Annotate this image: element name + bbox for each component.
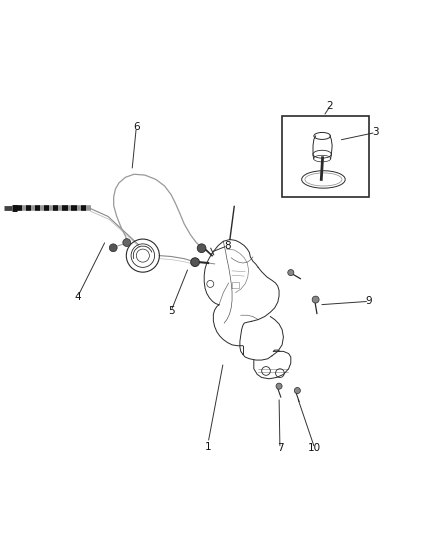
Text: 10: 10 — [308, 443, 321, 454]
Circle shape — [123, 239, 131, 246]
Circle shape — [110, 244, 117, 252]
Text: 3: 3 — [372, 127, 379, 138]
Circle shape — [276, 383, 282, 389]
Text: 8: 8 — [224, 240, 231, 251]
Text: 1: 1 — [205, 442, 212, 452]
Circle shape — [288, 270, 294, 276]
Text: 4: 4 — [74, 292, 81, 302]
Text: 6: 6 — [133, 122, 140, 132]
Text: 5: 5 — [168, 306, 174, 316]
Circle shape — [191, 258, 199, 266]
Text: 7: 7 — [277, 443, 283, 454]
Circle shape — [197, 244, 206, 253]
Text: 2: 2 — [327, 101, 333, 111]
Circle shape — [294, 387, 300, 393]
Text: 9: 9 — [366, 296, 372, 306]
Circle shape — [312, 296, 319, 303]
Bar — [282, 116, 369, 197]
